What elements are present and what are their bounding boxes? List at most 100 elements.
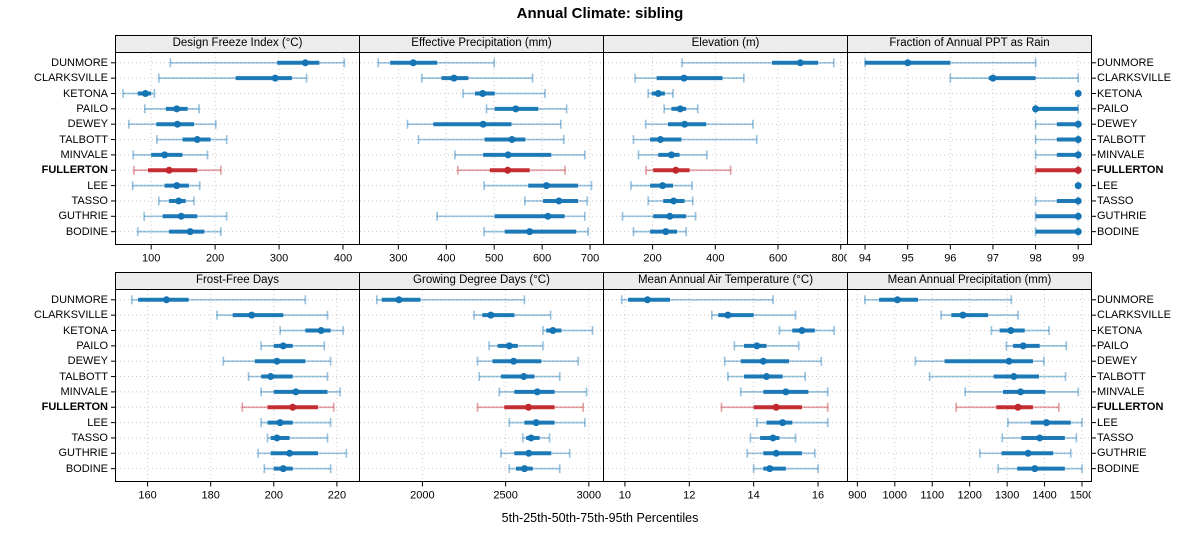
panel-strip: Fraction of Annual PPT as Rain xyxy=(847,35,1092,53)
x-axis: 300 400 500 600 700 xyxy=(360,245,603,266)
x-tick-label: 16 xyxy=(812,490,824,502)
site-label-left: DEWEY xyxy=(67,118,108,131)
series-minvale xyxy=(637,150,708,160)
series-tasso xyxy=(521,433,551,443)
site-label-left: GUTHRIE xyxy=(58,447,109,460)
site-label-right: MINVALE xyxy=(1097,148,1145,161)
x-tick-label: 10 xyxy=(619,490,631,502)
panel-strip: Effective Precipitation (mm) xyxy=(359,35,604,53)
x-axis: 10 12 14 16 xyxy=(604,482,847,503)
panel-strip: Elevation (m) xyxy=(603,35,848,53)
site-label-right: TALBOTT xyxy=(1097,370,1146,383)
x-tick-label: 300 xyxy=(270,253,288,265)
y-ticks-right xyxy=(1092,62,1096,233)
panel-plot-area xyxy=(116,290,359,481)
series-dewey xyxy=(406,119,562,129)
x-axis-ticks: 300 400 500 600 700 xyxy=(389,245,599,265)
series-pailo xyxy=(1005,341,1068,351)
site-label-right: KETONA xyxy=(1097,87,1143,100)
site-label-right: PAILO xyxy=(1097,102,1129,115)
x-tick-label: 1300 xyxy=(995,490,1019,502)
site-label-right: GUTHRIE xyxy=(1097,210,1147,223)
panel-canvas xyxy=(359,289,604,482)
series-lee xyxy=(756,418,829,428)
series-guthrie xyxy=(257,448,348,458)
series-ketona xyxy=(122,89,156,98)
series-dunmore xyxy=(375,295,526,305)
panel-plot-area xyxy=(116,53,359,244)
site-label-right: DUNMORE xyxy=(1097,56,1154,69)
site-label-right: FULLERTON xyxy=(1097,164,1164,177)
x-tick-label: 95 xyxy=(902,253,914,265)
x-axis-ticks: 200 400 600 800 xyxy=(643,245,847,265)
series-minvale xyxy=(132,150,209,160)
site-label-left: DUNMORE xyxy=(51,293,108,306)
panel-title: Design Freeze Index (°C) xyxy=(172,37,303,49)
series-fullerton xyxy=(476,402,585,412)
site-label-left: TASSO xyxy=(71,431,108,444)
panel-strip: Design Freeze Index (°C) xyxy=(115,35,360,53)
series-dewey xyxy=(127,119,217,129)
series-dunmore xyxy=(169,58,346,68)
panel-strip: Growing Degree Days (°C) xyxy=(359,272,604,290)
panel-canvas xyxy=(847,289,1092,482)
x-tick-label: 600 xyxy=(769,253,787,265)
series-bodine xyxy=(997,464,1083,474)
series-lee xyxy=(260,418,332,428)
series-tasso xyxy=(157,196,195,206)
site-label-right: DEWEY xyxy=(1097,355,1138,368)
series-talbott xyxy=(478,372,561,382)
series-guthrie xyxy=(436,211,586,221)
site-label-left: TASSO xyxy=(71,194,108,207)
series-pailo xyxy=(143,104,200,114)
series-fullerton xyxy=(645,165,732,175)
site-label-right: TASSO xyxy=(1097,431,1134,444)
site-label-left: KETONA xyxy=(62,87,108,100)
site-label-right: TASSO xyxy=(1097,194,1134,207)
x-axis-ticks: 2000 2500 3000 xyxy=(410,482,601,502)
x-tick-label: 1200 xyxy=(957,490,981,502)
series-ketona xyxy=(778,326,835,335)
site-label-left: GUTHRIE xyxy=(58,210,109,223)
series-tasso xyxy=(266,433,329,443)
x-tick-label: 400 xyxy=(437,253,455,265)
x-tick-label: 220 xyxy=(328,490,346,502)
series-minvale xyxy=(498,387,588,397)
series-tasso xyxy=(1001,433,1078,443)
x-tick-label: 600 xyxy=(533,253,551,265)
series-bodine xyxy=(483,227,589,237)
x-tick-label: 1000 xyxy=(883,490,907,502)
series-talbott xyxy=(928,372,1067,382)
series-guthrie xyxy=(978,448,1072,458)
series-minvale xyxy=(260,387,341,397)
series-bodine xyxy=(136,227,222,237)
site-label-left: FULLERTON xyxy=(41,164,108,177)
site-label-left: PAILO xyxy=(76,339,108,352)
panel-canvas xyxy=(359,52,604,245)
panel-title: Mean Annual Air Temperature (°C) xyxy=(637,274,814,286)
x-tick-label: 160 xyxy=(138,490,156,502)
series-minvale xyxy=(454,150,586,160)
site-label-right: TALBOTT xyxy=(1097,133,1146,146)
series-tasso xyxy=(1034,196,1082,206)
series-tasso xyxy=(647,196,694,206)
series-dunmore xyxy=(864,58,1037,68)
series-clarksville xyxy=(473,310,552,320)
y-ticks-left xyxy=(111,53,115,244)
site-label-left: CLARKSVILLE xyxy=(34,72,108,85)
x-tick-label: 1400 xyxy=(1032,490,1056,502)
x-axis-ticks: 10 12 14 16 xyxy=(619,482,824,502)
x-axis: 100 200 300 400 xyxy=(116,245,359,266)
axis-caption: 5th-25th-50th-75th-95th Percentiles xyxy=(501,511,699,525)
series-guthrie xyxy=(1034,211,1082,221)
series-dewey xyxy=(723,356,823,366)
series-bodine xyxy=(1034,227,1082,237)
series-lee xyxy=(630,181,693,191)
series-lee xyxy=(1074,182,1082,190)
site-label-right: GUTHRIE xyxy=(1097,447,1147,460)
series-bodine xyxy=(263,464,332,474)
site-label-right: LEE xyxy=(1097,179,1118,192)
series-fullerton xyxy=(241,402,335,412)
series-fullerton xyxy=(720,402,829,412)
series-guthrie xyxy=(143,211,228,221)
